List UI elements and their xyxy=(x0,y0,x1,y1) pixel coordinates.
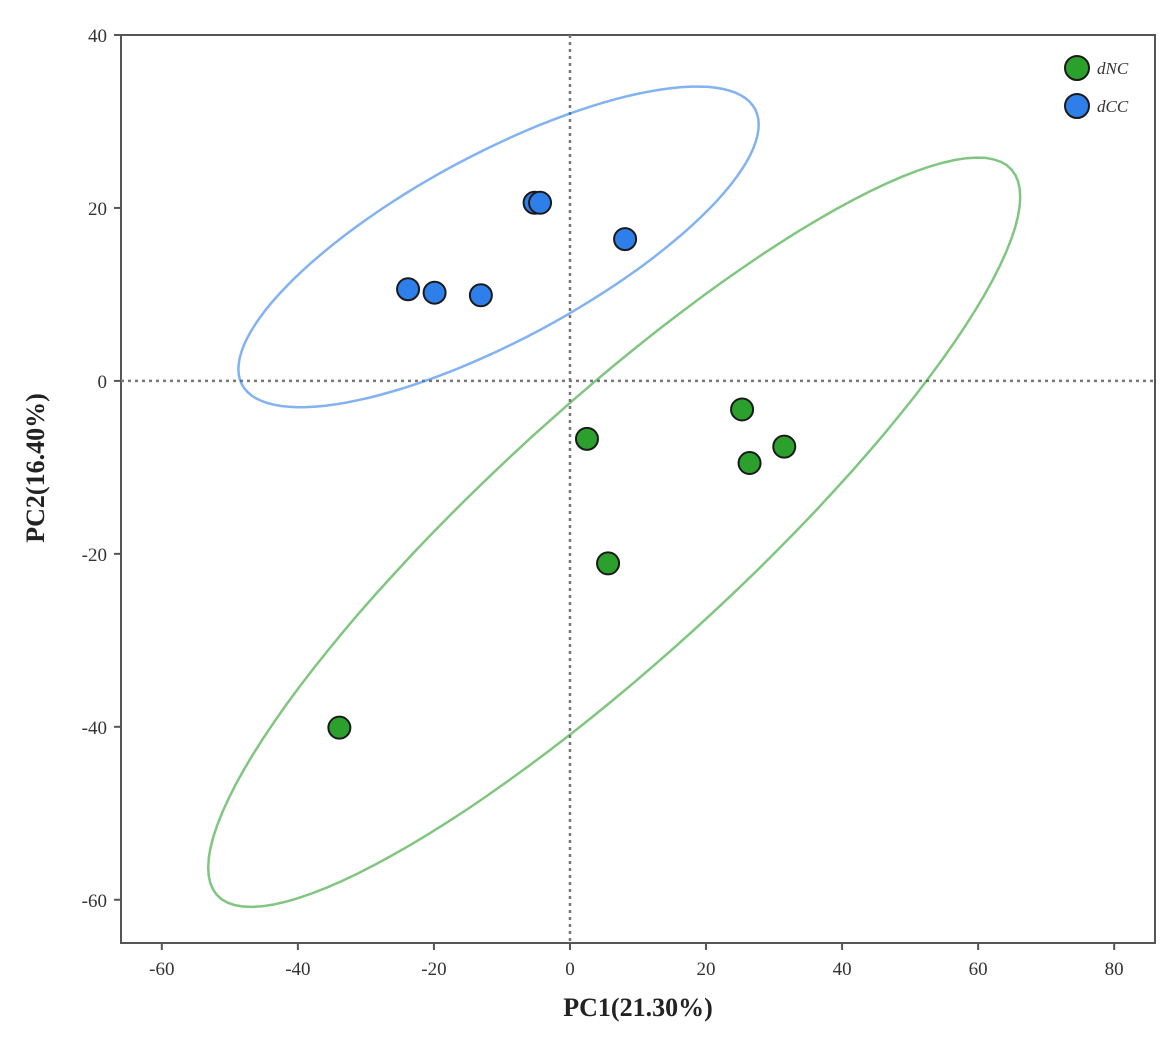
x-axis-title: PC1(21.30%) xyxy=(563,993,712,1022)
legend-marker-dcc xyxy=(1064,93,1090,119)
x-tick-label: 80 xyxy=(1105,959,1124,980)
data-point-dcc xyxy=(528,190,553,215)
data-point-dnc xyxy=(737,451,762,476)
data-point-dnc xyxy=(730,397,755,422)
x-tick-label: -40 xyxy=(285,959,310,980)
legend-marker-dnc xyxy=(1064,55,1090,81)
x-tick-label: 20 xyxy=(697,959,716,980)
y-tick-label: -60 xyxy=(82,891,107,912)
legend-label-dnc: dNC xyxy=(1097,59,1129,78)
x-tick-label: 0 xyxy=(565,959,575,980)
x-tick-label: -20 xyxy=(421,959,446,980)
data-point-dnc xyxy=(327,715,352,740)
ellipse-dnc xyxy=(206,156,1022,909)
x-tick-label: 40 xyxy=(833,959,852,980)
data-point-dcc xyxy=(468,283,493,308)
y-tick-label: 0 xyxy=(98,372,108,393)
data-point-dnc xyxy=(772,434,797,459)
plot-frame xyxy=(120,34,1156,944)
y-tick-label: 20 xyxy=(88,199,107,220)
x-tick-label: 60 xyxy=(969,959,988,980)
data-point-dcc xyxy=(396,277,421,302)
data-point-dnc xyxy=(574,426,599,451)
y-tick-label: -40 xyxy=(82,718,107,739)
data-point-dcc xyxy=(613,227,638,252)
y-axis-title: PC2(16.40%) xyxy=(21,393,50,542)
x-tick-label: -60 xyxy=(149,959,174,980)
y-tick-label: 40 xyxy=(88,26,107,47)
y-tick-label: -20 xyxy=(82,545,107,566)
data-point-dnc xyxy=(596,551,621,576)
data-point-dcc xyxy=(422,280,447,305)
ellipse-dcc xyxy=(237,85,760,409)
legend-label-dcc: dCC xyxy=(1097,97,1129,116)
